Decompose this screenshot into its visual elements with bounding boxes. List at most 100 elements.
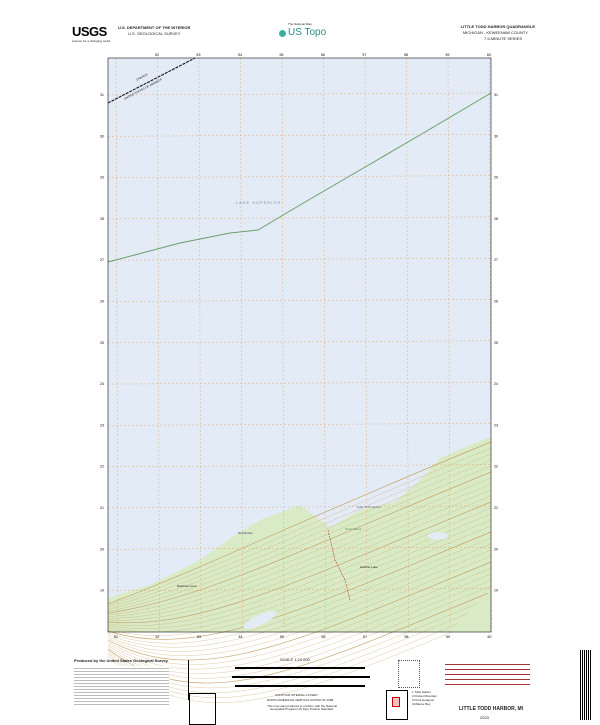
- grid-tick-label: 19: [100, 589, 104, 593]
- feature-label: Little Todd Harbor: [357, 505, 381, 509]
- grid-tick-label: 27: [100, 258, 104, 262]
- feature-label: Hatchet Lake: [360, 565, 378, 569]
- grid-tick-label: 60: [488, 635, 492, 639]
- grid-tick-label: 25: [100, 341, 104, 345]
- lake: [243, 611, 277, 629]
- standard-note: This map was produced to conform with th…: [267, 704, 337, 712]
- contour-line: [107, 507, 492, 626]
- grid-tick-label: 21: [494, 506, 498, 510]
- grid-tick-label: 55: [280, 53, 284, 57]
- scale-bar-km: [235, 667, 365, 669]
- grid-tick-label: 22: [494, 465, 498, 469]
- road-classification-box: [189, 693, 216, 725]
- quad-name: LITTLE TODD HARBOR, MI: [459, 706, 524, 712]
- contour-line: [107, 537, 492, 644]
- grid-tick-label: 55: [280, 635, 284, 639]
- adjoining-item: 1 Todd Harbor: [412, 690, 431, 694]
- grid-tick-label: 52: [156, 635, 160, 639]
- contour-line: [107, 501, 492, 624]
- contour-line: [107, 489, 492, 619]
- contour-line: [107, 441, 492, 605]
- grid-tick-label: 56: [321, 53, 325, 57]
- usgs-logo: USGS: [72, 24, 107, 39]
- adjoining-list: 1 Todd Harbor 2 Pocket Mountain 3 Point …: [412, 690, 437, 706]
- grid-tick-label: 25: [494, 341, 498, 345]
- datum-note: NORTH AMERICAN VERTICAL DATUM OF 1988: [267, 698, 334, 702]
- grid-tick-label: 58: [405, 635, 409, 639]
- state-county: MICHIGAN - KEWEENAW COUNTY: [462, 30, 528, 35]
- dept-title: U.S. DEPARTMENT OF THE INTERIOR: [118, 25, 191, 30]
- scale-bar-miles: [232, 676, 370, 678]
- neatline: [107, 57, 492, 633]
- canada-us-boundary: [107, 57, 196, 104]
- producer-note: Produced by the United States Geological…: [74, 658, 169, 663]
- production-notes: [74, 666, 169, 706]
- adjoining-quads-diagram: [386, 690, 408, 720]
- quad-title: LITTLE TODD HARBOR QUADRANGLE: [460, 24, 535, 29]
- contour-line: [107, 477, 492, 615]
- grid-tick-label: 57: [363, 635, 367, 639]
- grid-tick-label: 22: [100, 465, 104, 469]
- grid-tick-label: 19: [494, 589, 498, 593]
- contour-line: [107, 579, 492, 674]
- contour-line: [107, 453, 492, 608]
- grid-tick-label: 31: [494, 93, 498, 97]
- grid-tick-label: 28: [494, 217, 498, 221]
- international-boundary-green: [107, 92, 492, 263]
- contour-line: [107, 555, 492, 656]
- us-topo-icon: [279, 30, 286, 37]
- grid-tick-label: 28: [100, 217, 104, 221]
- road-legend: [445, 660, 530, 685]
- scale-label: SCALE 1:24 000: [280, 657, 310, 662]
- adjoining-item: 3 Point Hodgson: [412, 698, 435, 702]
- grid-tick-label: 24: [494, 382, 498, 386]
- grid-tick-label: 59: [446, 53, 450, 57]
- contour-line: [107, 465, 492, 612]
- adjoining-item: 4 Malone Bay: [412, 702, 431, 706]
- grid-tick-label: 52: [155, 53, 159, 57]
- grid-tick-label: 26: [100, 300, 104, 304]
- us-topo-logo: US Topo: [288, 27, 327, 38]
- grid-tick-label: 21: [100, 506, 104, 510]
- grid-tick-label: 27: [494, 258, 498, 262]
- contour-note: CONTOUR INTERVAL 10 FEET: [275, 693, 318, 697]
- national-map-label: The National Map: [288, 22, 312, 26]
- lake: [428, 532, 448, 540]
- grid-tick-label: 54: [239, 635, 243, 639]
- grid-tick-label: 51: [114, 635, 118, 639]
- series: 7.5-MINUTE SERIES: [483, 36, 522, 41]
- grid-tick-label: 26: [494, 300, 498, 304]
- contour-line: [107, 561, 492, 661]
- grid-tick-label: 30: [494, 134, 498, 138]
- contour-line: [107, 495, 492, 621]
- grid-tick-label: 20: [494, 547, 498, 551]
- grid-tick-label: 53: [197, 635, 201, 639]
- feature-label: Gull Rocks: [238, 531, 253, 535]
- grid-tick-label: 53: [197, 53, 201, 57]
- grid-tick-label: 59: [446, 635, 450, 639]
- michigan-location-map: [398, 660, 420, 688]
- grid-tick-label: 24: [100, 382, 104, 386]
- contour-line: [107, 549, 492, 652]
- contour-line: [107, 447, 492, 606]
- survey-title: U.S. GEOLOGICAL SURVEY: [128, 31, 181, 36]
- contour-line: [107, 471, 492, 614]
- grid-tick-label: 57: [363, 53, 367, 57]
- grid-tick-label: 23: [494, 423, 498, 427]
- contour-line: [107, 513, 492, 629]
- grid-tick-label: 60: [487, 53, 491, 57]
- declination-diagram: [188, 660, 189, 700]
- contour-line: [107, 567, 492, 665]
- contour-line: [107, 543, 492, 648]
- scale-bar-feet: [235, 685, 365, 687]
- trail: [327, 529, 351, 601]
- grid-tick-label: 54: [238, 53, 242, 57]
- usgs-tagline: science for a changing world: [72, 39, 111, 43]
- contour-line: [107, 483, 492, 617]
- barcode: [580, 650, 592, 720]
- adjoining-item: 2 Pocket Mountain: [412, 694, 437, 698]
- feature-label: Todd Harbor: [345, 527, 362, 531]
- grid-tick-label: 29: [100, 176, 104, 180]
- year: 2023: [480, 715, 489, 720]
- grid-tick-label: 29: [494, 176, 498, 180]
